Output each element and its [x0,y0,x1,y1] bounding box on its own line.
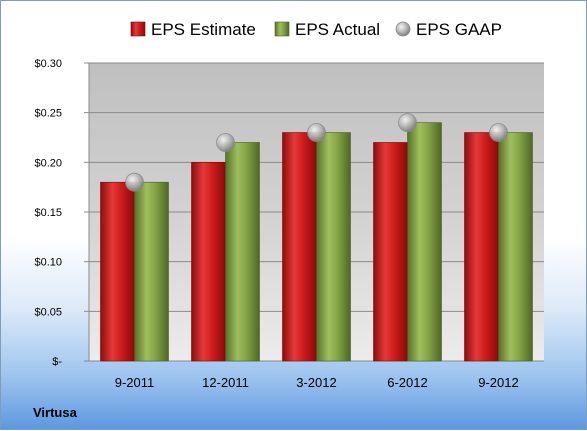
legend-label: EPS Actual [295,20,380,39]
legend-marker-eps-actual [274,21,290,37]
point-eps-gaap [125,172,144,192]
y-tick-label: $0.10 [34,257,62,269]
y-tick-label: $- [52,356,62,368]
point-eps-gaap [216,133,235,152]
bar-eps-estimate [464,132,499,362]
x-category-label: 9-2011 [115,375,155,390]
bar-eps-actual [498,132,533,362]
y-tick-label: $0.30 [34,58,62,70]
bar-eps-actual [225,142,260,362]
bars [100,122,533,362]
y-tick-label: $0.15 [34,207,62,219]
bar-eps-actual [407,122,442,362]
company-label: Virtusa [33,405,78,420]
y-tick-label: $0.20 [34,157,62,169]
legend-label: EPS Estimate [151,20,256,39]
bar-eps-actual [316,132,351,362]
bar-eps-estimate [282,132,317,362]
x-category-label: 3-2012 [296,375,336,390]
y-axis: $- $0.05 $0.10 $0.15 $0.20 $0.25 $0.30 [34,58,90,368]
bar-eps-estimate [100,181,135,362]
y-tick-label: $0.25 [34,108,62,120]
x-category-label: 6-2012 [387,375,427,390]
legend-item-est: EPS Estimate [130,20,256,39]
point-eps-gaap [307,123,326,142]
legend-label: EPS GAAP [416,20,502,39]
x-axis: 9-2011 12-2011 3-2012 6-2012 9-2012 [115,375,519,390]
legend-marker-eps-estimate [130,21,146,37]
bar-eps-estimate [373,142,408,362]
y-tick-label: $0.05 [34,306,62,318]
point-eps-gaap [398,113,417,132]
bar-eps-actual [134,181,169,362]
legend-marker-eps-gaap [395,21,411,37]
legend: EPS Estimate EPS Actual EPS GAAP [130,20,502,39]
x-category-label: 12-2011 [202,375,249,390]
point-eps-gaap [489,123,508,142]
legend-item-act: EPS Actual [274,20,380,39]
x-category-label: 9-2012 [478,375,518,390]
legend-item-gaap: EPS GAAP [395,20,502,39]
gaap-markers [125,113,508,192]
bar-eps-estimate [191,162,226,362]
